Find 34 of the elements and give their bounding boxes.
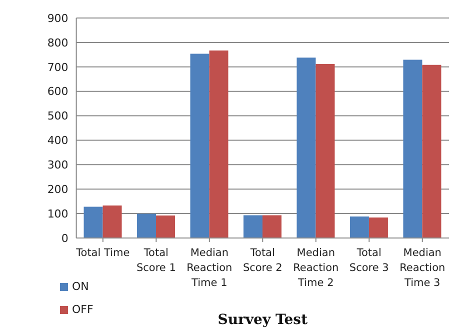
bar (368, 217, 388, 238)
y-tick-label: 500 (47, 110, 68, 123)
x-tick-label: Median Reaction Time 1 (186, 247, 232, 289)
y-tick-label: 0 (61, 232, 68, 245)
bar (209, 50, 228, 238)
x-tick-label: Total Score 3 (349, 247, 389, 274)
legend-label: ON (72, 280, 89, 293)
bar (156, 216, 176, 238)
y-tick-label: 900 (47, 12, 68, 25)
bar (190, 54, 210, 238)
x-tick-label: Total Score 2 (242, 247, 282, 274)
bar (403, 60, 422, 238)
bar (137, 214, 156, 238)
y-tick-label: 600 (47, 85, 68, 98)
bar (350, 216, 369, 238)
y-tick-label: 200 (47, 183, 68, 196)
y-tick-label: 300 (47, 158, 68, 172)
y-tick-label: 400 (47, 134, 68, 148)
y-tick-label: 700 (47, 60, 68, 74)
x-axis-title: Survey Test (218, 312, 308, 328)
bar (296, 58, 316, 238)
bar (262, 215, 282, 238)
x-tick-label: Total Score 1 (136, 247, 176, 274)
x-tick-label: Median Reaction Time 2 (293, 247, 339, 289)
bar (422, 64, 442, 238)
bar (84, 206, 103, 238)
legend-label: OFF (72, 303, 94, 316)
x-tick-label: Total Time (75, 247, 130, 259)
bar (243, 215, 262, 238)
bar (102, 205, 122, 238)
y-tick-label: 100 (47, 207, 68, 220)
bar (316, 64, 335, 238)
y-tick-label: 800 (47, 36, 68, 50)
x-tick-label: Median Reaction Time 3 (400, 247, 446, 289)
